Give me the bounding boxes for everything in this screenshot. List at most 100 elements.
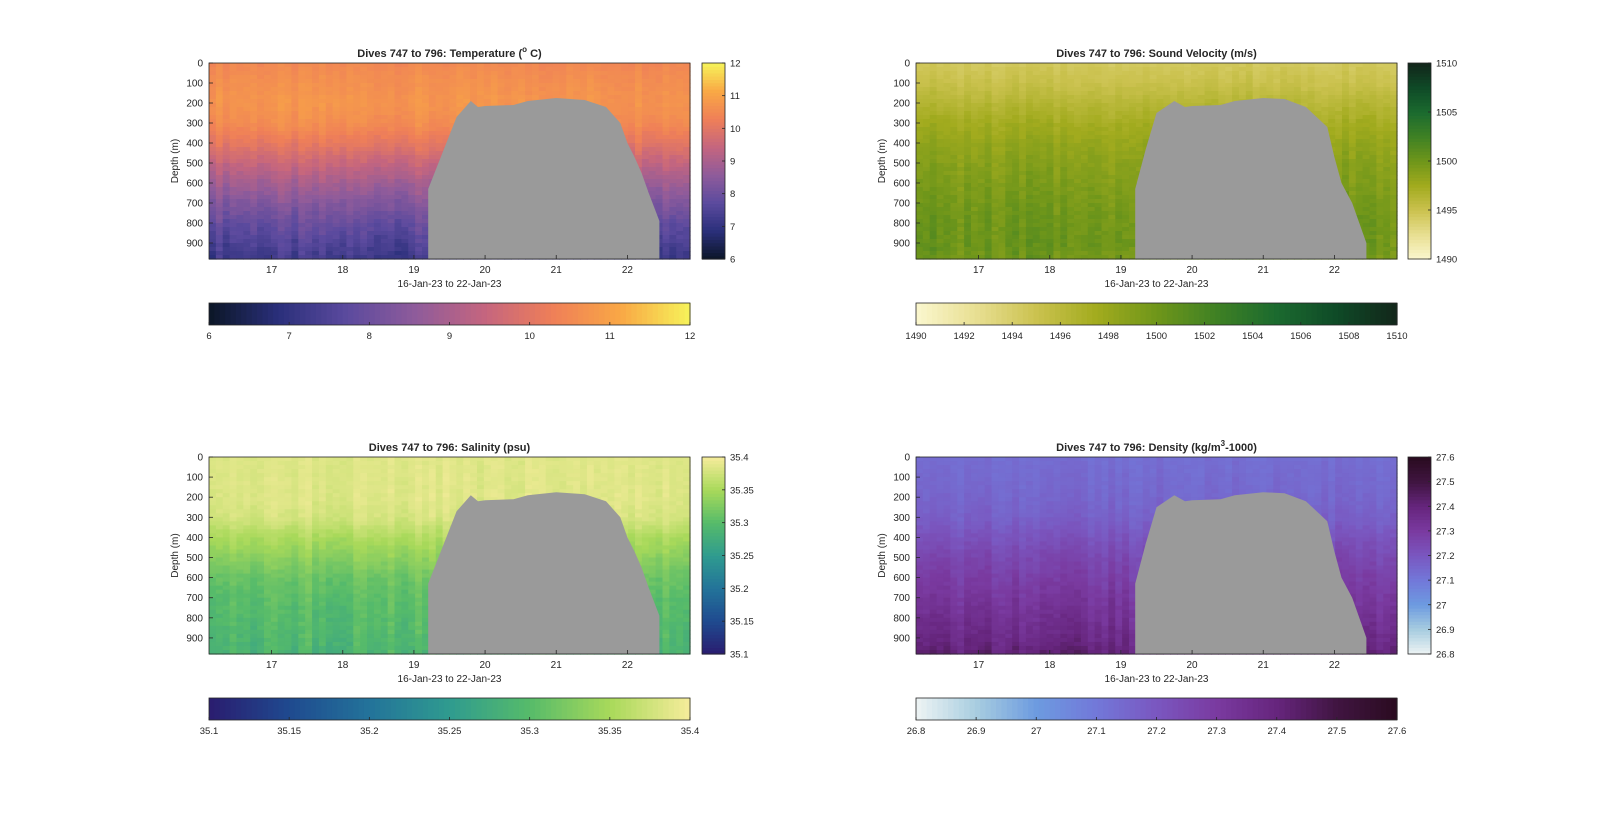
- colorbar-segment: [385, 303, 392, 325]
- heatmap-cell: [1005, 235, 1013, 240]
- heatmap-cell: [367, 255, 375, 260]
- heatmap-cell: [277, 87, 286, 92]
- heatmap-cell: [346, 107, 354, 112]
- heatmap-cell: [669, 191, 677, 196]
- heatmap-cell: [291, 223, 299, 228]
- heatmap-cell: [1080, 199, 1089, 204]
- heatmap-cell: [284, 211, 293, 216]
- heatmap-cell: [346, 179, 354, 184]
- heatmap-cell: [339, 67, 348, 72]
- heatmap-cell: [277, 127, 286, 132]
- colorbar-segment: [702, 63, 725, 67]
- heatmap-cell: [263, 123, 272, 128]
- heatmap-cell: [305, 211, 313, 216]
- heatmap-cell: [943, 171, 951, 176]
- heatmap-cell: [621, 115, 629, 120]
- heatmap-cell: [318, 119, 327, 124]
- heatmap-cell: [655, 199, 664, 204]
- heatmap-cell: [394, 211, 402, 216]
- heatmap-cell: [1087, 127, 1096, 132]
- heatmap-cell: [277, 247, 286, 252]
- heatmap-cell: [573, 63, 581, 68]
- heatmap-cell: [305, 107, 313, 112]
- heatmap-cell: [318, 87, 327, 92]
- y-tick-label: 300: [186, 119, 203, 130]
- heatmap-cell: [332, 215, 341, 220]
- heatmap-cell: [964, 67, 972, 72]
- heatmap-cell: [1060, 159, 1068, 164]
- heatmap-cell: [209, 239, 217, 244]
- heatmap-cell: [270, 131, 279, 136]
- heatmap-cell: [346, 115, 354, 120]
- heatmap-cell: [1094, 243, 1103, 248]
- heatmap-cell: [950, 247, 958, 252]
- heatmap-cell: [305, 99, 313, 104]
- heatmap-cell: [1094, 211, 1103, 216]
- heatmap-cell: [339, 119, 348, 124]
- heatmap-cell: [662, 99, 670, 104]
- heatmap-cell: [332, 167, 341, 172]
- heatmap-cell: [538, 91, 547, 96]
- colorbar-segment: [230, 303, 237, 325]
- heatmap-cell: [970, 79, 979, 84]
- heatmap-cell: [922, 131, 931, 136]
- colorbar-segment: [702, 121, 725, 126]
- heatmap-cell: [497, 71, 506, 76]
- heatmap-cell: [1087, 95, 1096, 100]
- heatmap-cell: [1101, 99, 1109, 104]
- heatmap-cell: [1005, 171, 1013, 176]
- heatmap-cell: [1019, 119, 1027, 124]
- heatmap-cell: [1060, 191, 1068, 196]
- heatmap-cell: [339, 199, 348, 204]
- heatmap-cell: [325, 139, 334, 144]
- heatmap-cell: [1019, 63, 1027, 68]
- heatmap-cell: [1094, 127, 1103, 132]
- heatmap-cell: [676, 219, 684, 224]
- heatmap-cell: [387, 239, 396, 244]
- heatmap-cell: [346, 199, 354, 204]
- colorbar-segment: [702, 174, 725, 178]
- heatmap-cell: [298, 163, 306, 168]
- heatmap-cell: [243, 203, 251, 208]
- heatmap-cell: [222, 67, 231, 72]
- heatmap-cell: [394, 79, 402, 84]
- heatmap-cell: [270, 175, 279, 180]
- heatmap-cell: [415, 71, 423, 76]
- heatmap-cell: [360, 223, 368, 228]
- heatmap-cell: [222, 91, 231, 96]
- heatmap-cell: [298, 135, 306, 140]
- heatmap-cell: [270, 255, 279, 260]
- heatmap-cell: [257, 67, 265, 72]
- heatmap-cell: [298, 243, 306, 248]
- heatmap-cell: [1019, 223, 1027, 228]
- heatmap-cell: [676, 87, 684, 92]
- heatmap-cell: [257, 107, 265, 112]
- heatmap-cell: [394, 143, 402, 148]
- heatmap-cell: [332, 219, 341, 224]
- heatmap-cell: [929, 159, 938, 164]
- heatmap-cell: [655, 71, 664, 76]
- heatmap-cell: [662, 223, 670, 228]
- heatmap-cell: [270, 183, 279, 188]
- heatmap-cell: [1012, 191, 1020, 196]
- heatmap-cell: [970, 67, 979, 72]
- heatmap-cell: [415, 107, 423, 112]
- heatmap-cell: [1053, 103, 1061, 108]
- heatmap-cell: [998, 115, 1006, 120]
- heatmap-cell: [325, 179, 334, 184]
- heatmap-cell: [683, 215, 691, 220]
- heatmap-cell: [607, 83, 616, 88]
- heatmap-cell: [977, 163, 986, 168]
- heatmap-cell: [641, 167, 650, 172]
- heatmap-cell: [1087, 111, 1096, 116]
- colorbar-segment: [219, 303, 226, 325]
- heatmap-cell: [964, 227, 972, 232]
- heatmap-cell: [284, 231, 293, 236]
- heatmap-cell: [229, 83, 238, 88]
- heatmap-cell: [428, 79, 437, 84]
- heatmap-cell: [1019, 227, 1027, 232]
- heatmap-cell: [1046, 183, 1055, 188]
- heatmap-cell: [936, 227, 945, 232]
- heatmap-cell: [346, 87, 354, 92]
- heatmap-cell: [929, 255, 938, 260]
